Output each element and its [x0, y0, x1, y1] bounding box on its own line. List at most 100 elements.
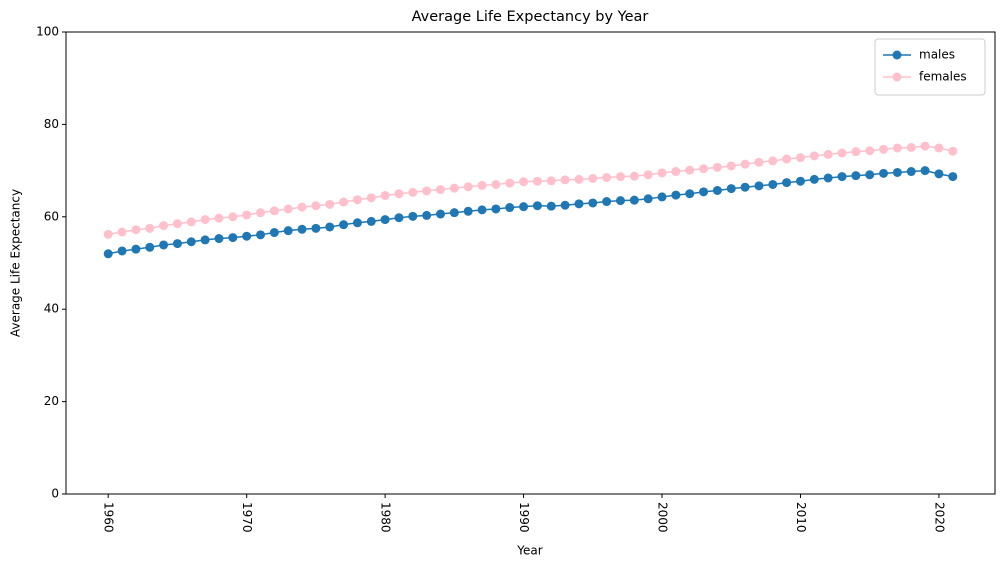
- data-point: [560, 175, 570, 185]
- data-point: [685, 165, 695, 175]
- data-point: [117, 227, 127, 237]
- data-point: [436, 209, 446, 219]
- data-point: [283, 226, 293, 236]
- data-point: [380, 191, 390, 201]
- data-point: [131, 225, 141, 235]
- data-point: [463, 182, 473, 192]
- chart-title: Average Life Expectancy by Year: [412, 9, 649, 25]
- data-point: [352, 218, 362, 228]
- data-point: [851, 147, 861, 157]
- data-point: [159, 221, 169, 231]
- data-point: [546, 176, 556, 186]
- data-point: [892, 167, 902, 177]
- data-point: [823, 149, 833, 159]
- data-point: [186, 217, 196, 227]
- data-point: [491, 204, 501, 214]
- plot-frame: [65, 31, 996, 495]
- data-point: [892, 143, 902, 153]
- series-line: [108, 145, 953, 236]
- data-point: [186, 237, 196, 247]
- data-point: [228, 233, 238, 243]
- x-tick-label: 1990: [517, 502, 531, 533]
- data-point: [172, 219, 182, 229]
- data-point: [823, 173, 833, 183]
- data-point: [200, 235, 210, 245]
- data-point: [602, 173, 612, 183]
- y-tick-label: 0: [51, 487, 59, 501]
- data-point: [297, 202, 307, 212]
- data-point: [629, 171, 639, 181]
- data-point: [740, 159, 750, 169]
- data-point: [671, 190, 681, 200]
- data-point: [920, 141, 930, 151]
- data-point: [560, 200, 570, 210]
- data-point: [103, 249, 113, 259]
- x-tick-label: 1960: [102, 502, 116, 533]
- data-point: [837, 148, 847, 158]
- legend-marker: [892, 72, 902, 82]
- data-point: [906, 167, 916, 177]
- x-tick-label: 2010: [794, 502, 808, 533]
- data-point: [795, 153, 805, 163]
- data-point: [712, 162, 722, 172]
- x-tick-label: 1970: [240, 502, 254, 533]
- data-point: [505, 203, 515, 213]
- data-point: [519, 202, 529, 212]
- data-point: [532, 201, 542, 211]
- data-point: [934, 143, 944, 153]
- data-point: [532, 176, 542, 186]
- data-point: [782, 154, 792, 164]
- data-point: [131, 244, 141, 254]
- data-point: [699, 164, 709, 174]
- legend-label: females: [919, 70, 967, 84]
- data-point: [879, 144, 889, 154]
- data-point: [325, 199, 335, 209]
- data-point: [311, 201, 321, 211]
- data-point: [366, 216, 376, 226]
- y-axis-label: Average Life Expectancy: [9, 189, 23, 337]
- data-point: [449, 183, 459, 193]
- data-point: [477, 180, 487, 190]
- data-point: [754, 157, 764, 167]
- data-point: [546, 201, 556, 211]
- data-point: [726, 184, 736, 194]
- x-tick-label: 2020: [932, 502, 946, 533]
- data-point: [436, 185, 446, 195]
- data-point: [699, 187, 709, 197]
- data-point: [795, 176, 805, 186]
- data-point: [574, 199, 584, 209]
- data-point: [906, 143, 916, 152]
- data-point: [269, 206, 279, 216]
- legend-label: males: [919, 48, 955, 62]
- data-point: [948, 172, 958, 182]
- data-point: [754, 181, 764, 191]
- data-point: [615, 172, 625, 182]
- data-point: [422, 210, 432, 220]
- data-point: [325, 222, 335, 232]
- data-point: [768, 179, 778, 189]
- data-point: [712, 185, 722, 195]
- data-point: [657, 168, 667, 178]
- data-point: [602, 197, 612, 207]
- data-point: [172, 239, 182, 249]
- data-point: [117, 246, 127, 256]
- x-tick-label: 2000: [656, 502, 670, 533]
- data-point: [615, 196, 625, 206]
- data-point: [339, 197, 349, 207]
- data-point: [380, 215, 390, 225]
- data-point: [768, 156, 778, 166]
- data-point: [588, 173, 598, 183]
- data-point: [740, 182, 750, 192]
- data-point: [643, 194, 653, 204]
- data-point: [256, 208, 266, 218]
- data-point: [657, 192, 667, 202]
- data-point: [269, 228, 279, 238]
- data-point: [394, 189, 404, 199]
- data-point: [463, 206, 473, 216]
- data-point: [588, 198, 598, 208]
- data-point: [214, 234, 224, 244]
- data-point: [809, 151, 819, 161]
- y-tick-label: 60: [44, 209, 59, 223]
- data-point: [200, 215, 210, 225]
- data-point: [809, 174, 819, 184]
